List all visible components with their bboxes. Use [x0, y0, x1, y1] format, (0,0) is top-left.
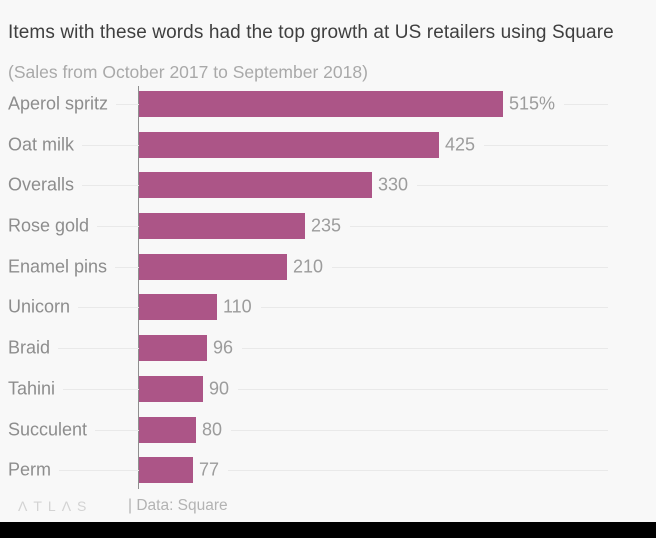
value-label: 330: [372, 174, 418, 196]
row-gridline: [8, 307, 608, 309]
row-gridline: [8, 470, 608, 472]
bar: [139, 172, 372, 199]
value-label: 90: [203, 378, 239, 400]
bar: [139, 416, 196, 443]
value-label: 96: [207, 337, 243, 359]
chart-row: Overalls 330: [0, 165, 656, 206]
category-label: Overalls: [8, 174, 83, 196]
value-label: 80: [196, 419, 232, 441]
chart-row: Tahini 90: [0, 369, 656, 410]
bar: [139, 335, 207, 362]
bar: [139, 294, 217, 321]
row-gridline: [8, 348, 608, 350]
chart-row: Aperol spritz 515%: [0, 84, 656, 125]
bar: [139, 131, 439, 158]
footer: ΛTLΛS | Data: Square: [0, 495, 656, 517]
value-label: 235: [305, 215, 351, 237]
category-label: Perm: [8, 459, 60, 481]
chart-subtitle: (Sales from October 2017 to September 20…: [8, 62, 368, 82]
chart-row: Braid 96: [0, 328, 656, 369]
chart-row: Unicorn 110: [0, 287, 656, 328]
value-label: 77: [193, 459, 229, 481]
category-label: Unicorn: [8, 296, 79, 318]
bar: [139, 375, 203, 402]
category-label: Rose gold: [8, 215, 98, 237]
value-label: 210: [287, 256, 333, 278]
bar: [139, 457, 193, 484]
bottom-black-bar: [0, 522, 656, 538]
bar: [139, 253, 287, 280]
row-gridline: [8, 388, 608, 390]
chart-title: Items with these words had the top growt…: [8, 22, 614, 43]
category-label: Enamel pins: [8, 256, 116, 278]
row-gridline: [8, 429, 608, 431]
category-label: Succulent: [8, 419, 96, 441]
category-label: Tahini: [8, 378, 64, 400]
data-source-label: | Data: Square: [128, 497, 228, 514]
value-label: 515%: [503, 93, 565, 115]
category-label: Oat milk: [8, 134, 83, 156]
chart-row: Rose gold 235: [0, 206, 656, 247]
atlas-logo: ΛTLΛS: [18, 498, 93, 514]
category-label: Braid: [8, 337, 59, 359]
chart-row: Perm 77: [0, 450, 656, 491]
category-label: Aperol spritz: [8, 93, 117, 115]
value-label: 425: [439, 134, 485, 156]
bar: [139, 213, 305, 240]
y-axis-line: [138, 86, 139, 489]
chart-row: Enamel pins 210: [0, 246, 656, 287]
chart-row: Succulent 80: [0, 409, 656, 450]
value-label: 110: [217, 296, 261, 318]
bar: [139, 90, 503, 117]
chart-row: Oat milk 425: [0, 124, 656, 165]
